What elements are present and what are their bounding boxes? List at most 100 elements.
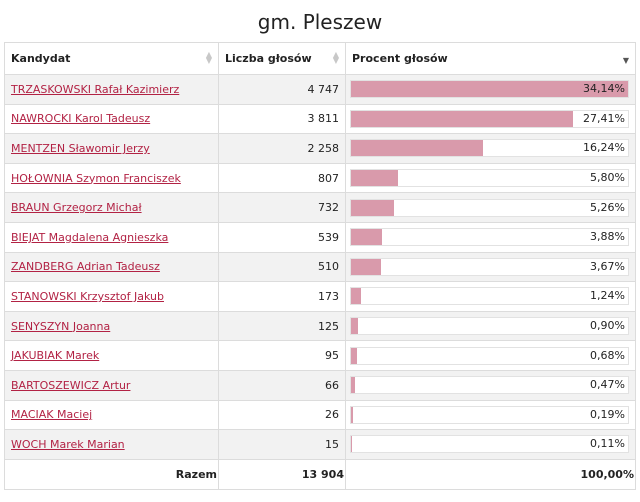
- candidate-link[interactable]: WOCH Marek Marian: [11, 437, 125, 451]
- candidate-link[interactable]: NAWROCKI Karol Tadeusz: [11, 112, 151, 126]
- percent-bar: [351, 377, 355, 394]
- candidate-cell: NAWROCKI Karol Tadeusz: [4, 103, 219, 135]
- percent-cell: 0,11%: [345, 429, 636, 460]
- votes-cell: 2 258: [218, 133, 346, 164]
- candidate-cell: BRAUN Grzegorz Michał: [4, 192, 219, 223]
- percent-label: 0,68%: [590, 348, 625, 362]
- table-row: MACIAK Maciej 26 0,19%: [4, 399, 636, 431]
- percent-label: 3,67%: [590, 259, 625, 273]
- candidate-cell: BARTOSZEWICZ Artur: [4, 369, 219, 401]
- percent-bar-track: 16,24%: [350, 139, 629, 158]
- candidate-link[interactable]: STANOWSKI Krzysztof Jakub: [11, 289, 164, 303]
- percent-bar-track: 1,24%: [350, 287, 629, 306]
- table-row: BARTOSZEWICZ Artur 66 0,47%: [4, 369, 636, 401]
- percent-label: 0,47%: [590, 378, 625, 392]
- table-row: MENTZEN Sławomir Jerzy 2 258 16,24%: [4, 133, 636, 164]
- votes-cell: 539: [218, 221, 346, 253]
- candidate-cell: ZANDBERG Adrian Tadeusz: [4, 251, 219, 283]
- column-header-label: Kandydat: [11, 52, 71, 65]
- percent-bar-track: 27,41%: [350, 109, 629, 128]
- totals-percent: 100,00%: [345, 458, 636, 490]
- votes-cell: 4 747: [218, 74, 346, 105]
- sort-icon: ▲ ▼: [332, 50, 339, 65]
- totals-votes: 13 904: [218, 458, 346, 490]
- percent-label: 5,80%: [590, 171, 625, 185]
- table-row: TRZASKOWSKI Rafał Kazimierz 4 747 34,14%: [4, 74, 636, 105]
- candidate-link[interactable]: HOŁOWNIA Szymon Franciszek: [11, 171, 181, 185]
- votes-cell: 26: [218, 399, 346, 431]
- percent-cell: 0,90%: [345, 310, 636, 342]
- totals-label: Razem: [4, 458, 219, 490]
- votes-cell: 66: [218, 369, 346, 401]
- candidate-link[interactable]: ZANDBERG Adrian Tadeusz: [11, 260, 160, 274]
- candidate-cell: STANOWSKI Krzysztof Jakub: [4, 281, 219, 312]
- percent-cell: 5,80%: [345, 162, 636, 194]
- candidate-cell: TRZASKOWSKI Rafał Kazimierz: [4, 74, 219, 105]
- candidate-cell: JAKUBIAK Marek: [4, 340, 219, 371]
- table-row: ZANDBERG Adrian Tadeusz 510 3,67%: [4, 251, 636, 283]
- candidate-link[interactable]: BRAUN Grzegorz Michał: [11, 201, 142, 215]
- column-header-percent[interactable]: Procent głosów ▲▼: [345, 42, 636, 75]
- votes-cell: 125: [218, 310, 346, 342]
- percent-bar: [351, 199, 394, 216]
- column-header-candidate[interactable]: Kandydat ▲ ▼: [4, 42, 219, 75]
- table-header-row: Kandydat ▲ ▼ Liczba głosów ▲ ▼ Procent gło…: [4, 42, 636, 75]
- candidate-link[interactable]: BIEJAT Magdalena Agnieszka: [11, 230, 169, 244]
- percent-bar-track: 0,90%: [350, 317, 629, 336]
- results-table: Kandydat ▲ ▼ Liczba głosów ▲ ▼ Procent gło…: [4, 42, 636, 490]
- percent-bar-track: 34,14%: [350, 80, 629, 99]
- percent-bar: [351, 406, 353, 423]
- table-row: HOŁOWNIA Szymon Franciszek 807 5,80%: [4, 162, 636, 194]
- table-row: NAWROCKI Karol Tadeusz 3 811 27,41%: [4, 103, 636, 135]
- candidate-cell: MENTZEN Sławomir Jerzy: [4, 133, 219, 164]
- candidate-cell: WOCH Marek Marian: [4, 429, 219, 460]
- candidate-link[interactable]: TRZASKOWSKI Rafał Kazimierz: [11, 82, 180, 96]
- votes-cell: 3 811: [218, 103, 346, 135]
- percent-cell: 0,19%: [345, 399, 636, 431]
- percent-bar: [351, 110, 574, 127]
- candidate-link[interactable]: MACIAK Maciej: [11, 408, 93, 422]
- percent-bar-track: 5,26%: [350, 198, 629, 217]
- percent-bar: [351, 140, 483, 157]
- percent-bar-track: 0,19%: [350, 405, 629, 424]
- table-row: WOCH Marek Marian 15 0,11%: [4, 429, 636, 460]
- candidate-cell: HOŁOWNIA Szymon Franciszek: [4, 162, 219, 194]
- percent-bar-track: 3,67%: [350, 257, 629, 276]
- percent-label: 16,24%: [583, 141, 625, 155]
- percent-label: 5,26%: [590, 200, 625, 214]
- percent-cell: 1,24%: [345, 281, 636, 312]
- table-row: STANOWSKI Krzysztof Jakub 173 1,24%: [4, 281, 636, 312]
- candidate-cell: SENYSZYN Joanna: [4, 310, 219, 342]
- column-header-votes[interactable]: Liczba głosów ▲ ▼: [218, 42, 346, 75]
- table-row: JAKUBIAK Marek 95 0,68%: [4, 340, 636, 371]
- percent-label: 1,24%: [590, 289, 625, 303]
- percent-bar-track: 0,68%: [350, 346, 629, 365]
- column-header-label: Liczba głosów: [225, 52, 312, 65]
- table-row: SENYSZYN Joanna 125 0,90%: [4, 310, 636, 342]
- percent-cell: 3,88%: [345, 221, 636, 253]
- votes-cell: 95: [218, 340, 346, 371]
- column-header-label: Procent głosów: [352, 52, 448, 65]
- percent-bar-track: 0,47%: [350, 376, 629, 395]
- candidate-link[interactable]: JAKUBIAK Marek: [11, 349, 100, 363]
- percent-cell: 0,68%: [345, 340, 636, 371]
- percent-cell: 3,67%: [345, 251, 636, 283]
- percent-cell: 16,24%: [345, 133, 636, 164]
- candidate-link[interactable]: SENYSZYN Joanna: [11, 319, 111, 333]
- totals-row: Razem 13 904 100,00%: [4, 458, 636, 490]
- candidate-link[interactable]: MENTZEN Sławomir Jerzy: [11, 141, 150, 155]
- table-row: BRAUN Grzegorz Michał 732 5,26%: [4, 192, 636, 223]
- percent-bar: [351, 436, 352, 453]
- table-row: BIEJAT Magdalena Agnieszka 539 3,88%: [4, 221, 636, 253]
- votes-cell: 15: [218, 429, 346, 460]
- candidate-cell: BIEJAT Magdalena Agnieszka: [4, 221, 219, 253]
- percent-bar: [351, 288, 362, 305]
- votes-cell: 807: [218, 162, 346, 194]
- percent-cell: 34,14%: [345, 74, 636, 105]
- sort-icon: ▲ ▼: [205, 50, 212, 65]
- percent-label: 0,19%: [590, 407, 625, 421]
- percent-cell: 0,47%: [345, 369, 636, 401]
- candidate-link[interactable]: BARTOSZEWICZ Artur: [11, 378, 131, 392]
- candidate-cell: MACIAK Maciej: [4, 399, 219, 431]
- page-title: gm. Pleszew: [257, 10, 383, 34]
